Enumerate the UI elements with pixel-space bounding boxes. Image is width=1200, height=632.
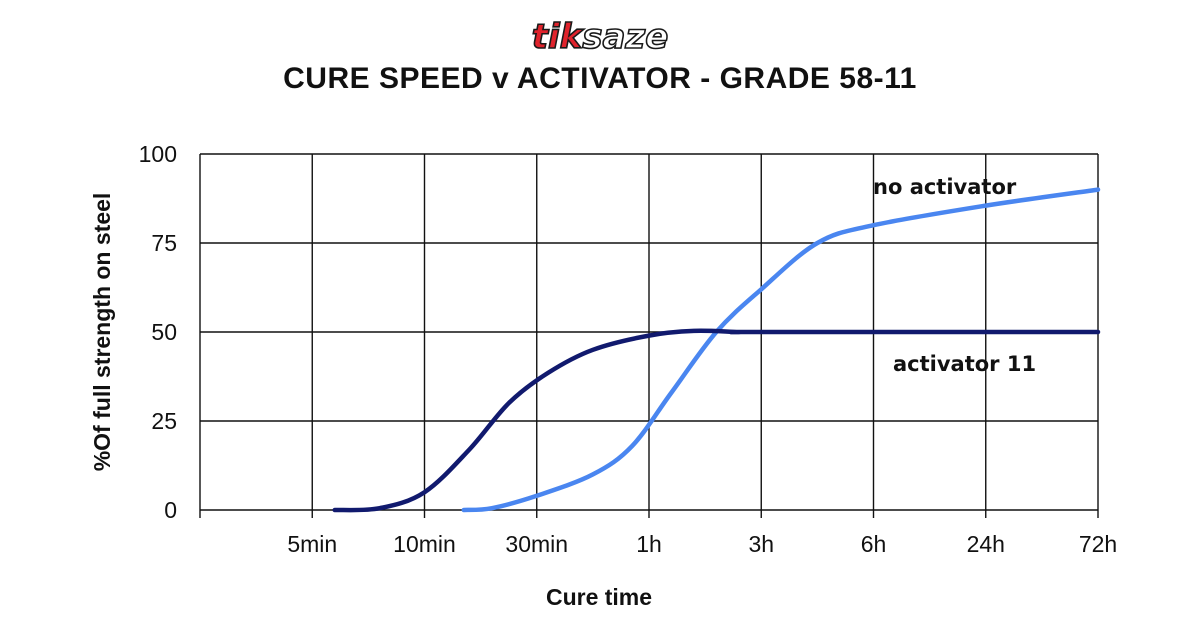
x-tick-label: 72h — [1079, 531, 1117, 557]
x-tick-label: 6h — [861, 531, 887, 557]
y-tick-label: 25 — [151, 408, 177, 434]
x-tick-label: 3h — [748, 531, 774, 557]
brand-logo-part1: tik — [532, 17, 585, 57]
y-tick-label: 100 — [139, 141, 177, 167]
x-axis-label: Cure time — [546, 584, 652, 610]
x-tick-label: 5min — [287, 531, 337, 557]
y-tick-label: 50 — [151, 319, 177, 345]
series-line-no-activator — [461, 187, 1101, 513]
x-tick-label: 1h — [636, 531, 662, 557]
y-axis-label: %Of full strength on steel — [89, 193, 115, 472]
brand-logo: tiksaze — [0, 14, 1200, 63]
series-label-activator-11: activator 11 — [893, 352, 1036, 376]
series-group — [332, 187, 1101, 513]
x-tick-label: 10min — [393, 531, 456, 557]
svg-text:tiksaze: tiksaze — [532, 17, 669, 57]
series-label-no-activator: no activator — [873, 175, 1017, 199]
brand-logo-part2: saze — [582, 17, 668, 57]
y-tick-label: 75 — [151, 230, 177, 256]
series-line-activator-11 — [332, 328, 1101, 513]
x-tick-label: 30min — [505, 531, 568, 557]
x-tick-label: 24h — [967, 531, 1005, 557]
y-tick-label: 0 — [164, 497, 177, 523]
chart-title: CURE SPEED v ACTIVATOR - GRADE 58-11 — [283, 62, 917, 95]
y-axis-ticks: 0 25 50 75 100 — [139, 141, 177, 523]
x-axis-ticks: 5min 10min 30min 1h 3h 6h 24h 72h — [287, 531, 1117, 557]
